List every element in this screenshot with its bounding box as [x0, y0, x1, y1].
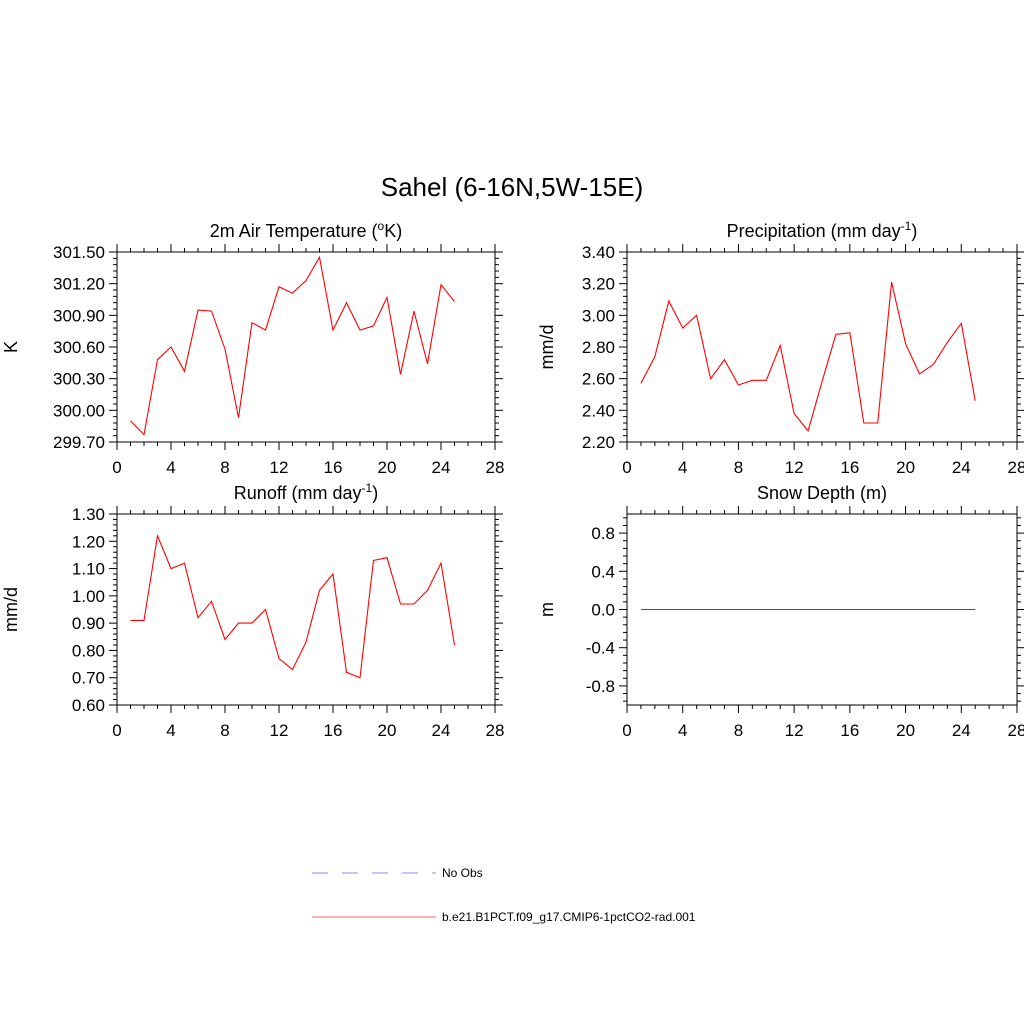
runoff-ytick-label: 1.30 — [72, 505, 105, 524]
air-temperature-xtick-label: 8 — [220, 458, 229, 477]
runoff-ylabel: mm/d — [1, 587, 21, 632]
panel-snow-depth: 0 4 8 12 16 20 24 28 -0.8 -0.4 0.0 0.4 0.8 m Snow Dept… — [537, 483, 1024, 740]
air-temperature-xtick-label: 24 — [432, 458, 451, 477]
precipitation-ytick-label: 3.00 — [582, 306, 615, 325]
runoff-xtick-label: 8 — [220, 721, 229, 740]
air-temperature-xtick-label: 28 — [486, 458, 505, 477]
snow-depth-xtick-label: 8 — [734, 721, 743, 740]
runoff-frame — [116, 513, 496, 706]
air-temperature-ytick-label: 300.00 — [53, 401, 105, 420]
precipitation-ytick-label: 3.20 — [582, 275, 615, 294]
air-temperature-series-line — [130, 255, 455, 436]
runoff-xtick-label: 12 — [270, 721, 289, 740]
snow-depth-xtick-label: 20 — [896, 721, 915, 740]
legend-label-no-obs: No Obs — [442, 866, 483, 880]
snow-depth-ytick-label: 0.4 — [591, 562, 615, 581]
runoff-xtick-label: 20 — [378, 721, 397, 740]
runoff-ytick-label: 0.80 — [72, 641, 105, 660]
air-temperature-ytick-label: 300.90 — [53, 306, 105, 325]
legend: No Obs b.e21.B1PCT.f09_g17.CMIP6-1pctCO2… — [312, 866, 696, 924]
snow-depth-ytick-label: -0.4 — [586, 639, 615, 658]
precipitation-frame — [626, 251, 1018, 443]
precipitation-xtick-label: 0 — [622, 458, 631, 477]
runoff-ytick-label: 1.00 — [72, 587, 105, 606]
panel-precipitation: 0 4 8 12 16 20 24 28 2.20 2.40 2.60 2.80 3.00 3.20 3.4… — [537, 219, 1024, 477]
runoff-xtick-label: 28 — [486, 721, 505, 740]
panel-air-temperature: 0 4 8 12 16 20 24 28 299.70 300.00 300.30 300.60 300… — [1, 219, 504, 477]
figure-title: Sahel (6-16N,5W-15E) — [381, 172, 644, 202]
precipitation-ytick-label: 2.20 — [582, 433, 615, 452]
runoff-title: Runoff (mm day-1) — [234, 481, 378, 503]
precipitation-xtick-label: 4 — [678, 458, 687, 477]
runoff-xtick-label: 24 — [432, 721, 451, 740]
air-temperature-xtick-label: 4 — [166, 458, 175, 477]
panel-runoff: 0 4 8 12 16 20 24 28 0.60 0.70 0.80 0.90 1.00 1.10 1.2… — [1, 481, 504, 740]
air-temperature-xtick-label: 16 — [324, 458, 343, 477]
runoff-ytick-label: 0.70 — [72, 669, 105, 688]
air-temperature-xtick-label: 0 — [112, 458, 121, 477]
precipitation-xtick-label: 16 — [840, 458, 859, 477]
precipitation-xtick-label: 28 — [1008, 458, 1024, 477]
air-temperature-title: 2m Air Temperature (oK) — [210, 219, 402, 241]
snow-depth-ylabel: m — [537, 602, 557, 617]
runoff-xtick-label: 16 — [324, 721, 343, 740]
precipitation-xtick-label: 8 — [734, 458, 743, 477]
precipitation-xtick-label: 12 — [785, 458, 804, 477]
snow-depth-ytick-label: -0.8 — [586, 677, 615, 696]
runoff-xtick-label: 4 — [166, 721, 175, 740]
runoff-ytick-label: 0.60 — [72, 696, 105, 715]
precipitation-series-line — [640, 281, 976, 433]
air-temperature-xtick-label: 20 — [378, 458, 397, 477]
air-temperature-ytick-label: 301.50 — [53, 243, 105, 262]
precipitation-ytick-label: 3.40 — [582, 243, 615, 262]
precipitation-title: Precipitation (mm day-1) — [727, 219, 918, 241]
snow-depth-xtick-label: 4 — [678, 721, 687, 740]
air-temperature-ytick-label: 300.30 — [53, 370, 105, 389]
snow-depth-xtick-label: 28 — [1008, 721, 1024, 740]
air-temperature-xtick-label: 12 — [270, 458, 289, 477]
precipitation-ylabel: mm/d — [537, 325, 557, 370]
snow-depth-title: Snow Depth (m) — [757, 483, 887, 503]
snow-depth-xtick-label: 24 — [952, 721, 971, 740]
precipitation-ytick-label: 2.40 — [582, 401, 615, 420]
runoff-xtick-label: 0 — [112, 721, 121, 740]
snow-depth-ytick-label: 0.0 — [591, 601, 615, 620]
legend-label-model: b.e21.B1PCT.f09_g17.CMIP6-1pctCO2-rad.00… — [442, 910, 696, 924]
runoff-ytick-label: 0.90 — [72, 614, 105, 633]
precipitation-xtick-label: 24 — [952, 458, 971, 477]
runoff-ytick-label: 1.10 — [72, 560, 105, 579]
precipitation-ytick-label: 2.60 — [582, 370, 615, 389]
snow-depth-xtick-label: 16 — [840, 721, 859, 740]
snow-depth-ytick-label: 0.8 — [591, 524, 615, 543]
air-temperature-ytick-label: 301.20 — [53, 275, 105, 294]
air-temperature-ytick-label: 300.60 — [53, 338, 105, 357]
runoff-series-line — [130, 533, 456, 679]
runoff-ytick-label: 1.20 — [72, 532, 105, 551]
precipitation-xtick-label: 20 — [896, 458, 915, 477]
snow-depth-xtick-label: 0 — [622, 721, 631, 740]
snow-depth-xtick-label: 12 — [785, 721, 804, 740]
air-temperature-ylabel: K — [1, 341, 21, 353]
air-temperature-ytick-label: 299.70 — [53, 433, 105, 452]
precipitation-ytick-label: 2.80 — [582, 338, 615, 357]
